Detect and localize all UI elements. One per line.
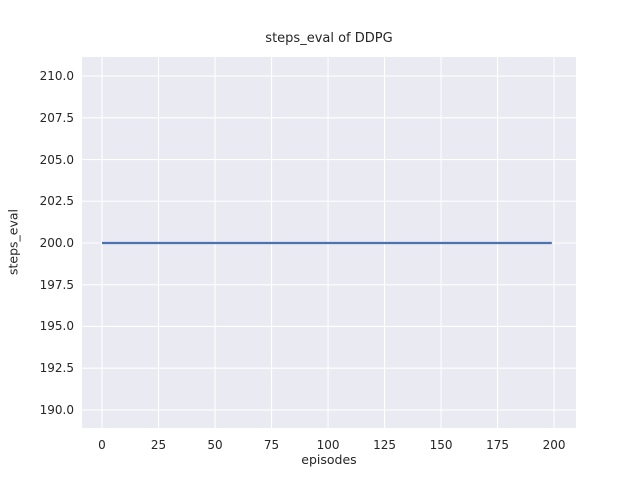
y-tick-label: 200.0 (39, 236, 74, 250)
x-tick-label: 50 (207, 438, 223, 452)
x-tick-label: 175 (486, 438, 510, 452)
y-tick-label: 202.5 (39, 194, 74, 209)
x-axis-label: episodes (301, 452, 357, 467)
chart-title: steps_eval of DDPG (265, 31, 393, 46)
y-tick-label: 207.5 (39, 110, 74, 125)
y-tick-label: 195.0 (39, 319, 74, 334)
y-axis-label: steps_eval (5, 208, 21, 276)
y-tick-label: 205.0 (39, 152, 74, 167)
y-tick-label: 210.0 (39, 69, 74, 84)
x-tick-label: 200 (542, 438, 566, 452)
x-tick-label: 100 (316, 438, 340, 452)
plot-svg (82, 57, 576, 428)
x-tick-label: 125 (373, 438, 396, 452)
plot-area (82, 57, 576, 428)
y-tick-label: 197.5 (39, 277, 74, 292)
x-tick-label: 75 (263, 438, 280, 452)
x-tick-label: 150 (429, 438, 453, 452)
y-tick-label: 192.5 (39, 361, 74, 376)
y-tick-label: 190.0 (39, 402, 74, 417)
x-tick-label: 25 (150, 438, 167, 452)
x-tick-label: 0 (98, 438, 106, 452)
